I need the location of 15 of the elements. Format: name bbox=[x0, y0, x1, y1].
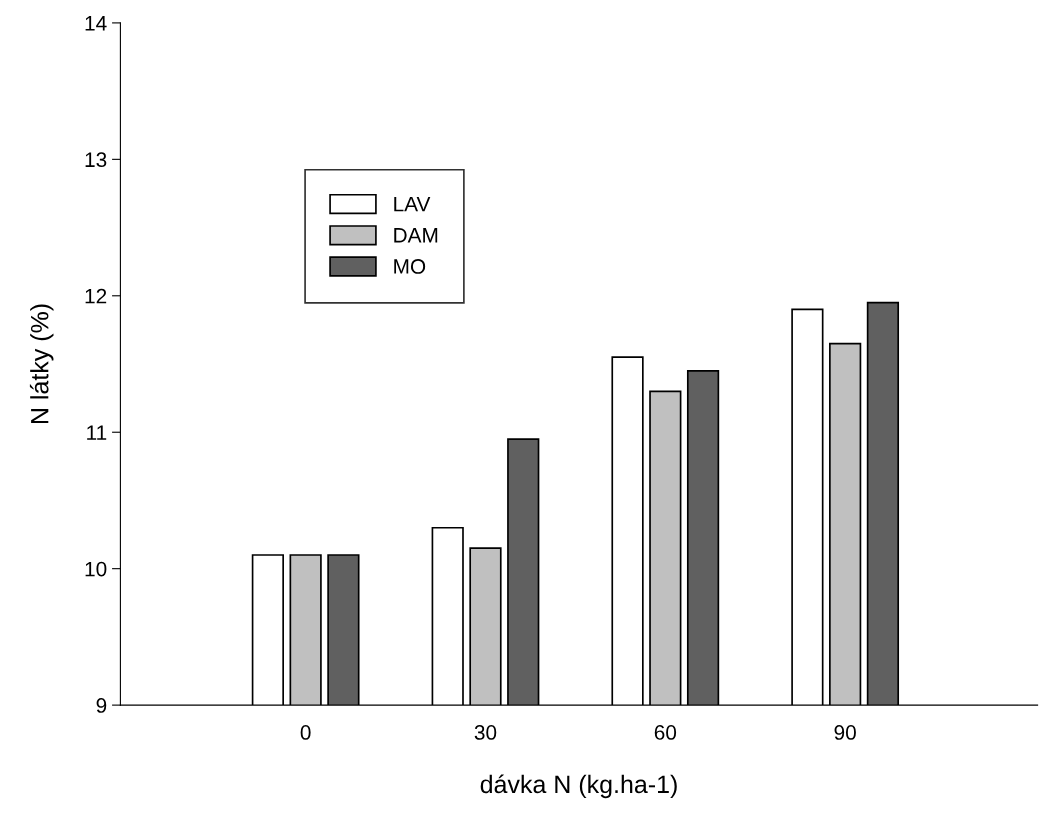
y-axis-title: N látky (%) bbox=[29, 304, 54, 424]
x-tick-label: 30 bbox=[474, 725, 497, 740]
y-tick-label: 13 bbox=[85, 152, 107, 168]
y-tick-label: 12 bbox=[85, 288, 107, 304]
x-axis-title: dávka N (kg.ha-1) bbox=[480, 774, 677, 799]
y-tick-label: 10 bbox=[85, 561, 107, 577]
x-tick-label: 90 bbox=[834, 725, 856, 740]
x-tick-label: 60 bbox=[654, 725, 677, 740]
x-tick-label: 0 bbox=[300, 725, 311, 740]
legend-label: LAV bbox=[394, 196, 431, 212]
y-tick-label: 11 bbox=[87, 425, 107, 440]
y-tick-label: 14 bbox=[85, 16, 107, 31]
legend-label: DAM bbox=[394, 228, 438, 243]
y-tick-label: 9 bbox=[96, 698, 107, 713]
legend-label: MO bbox=[394, 259, 426, 274]
